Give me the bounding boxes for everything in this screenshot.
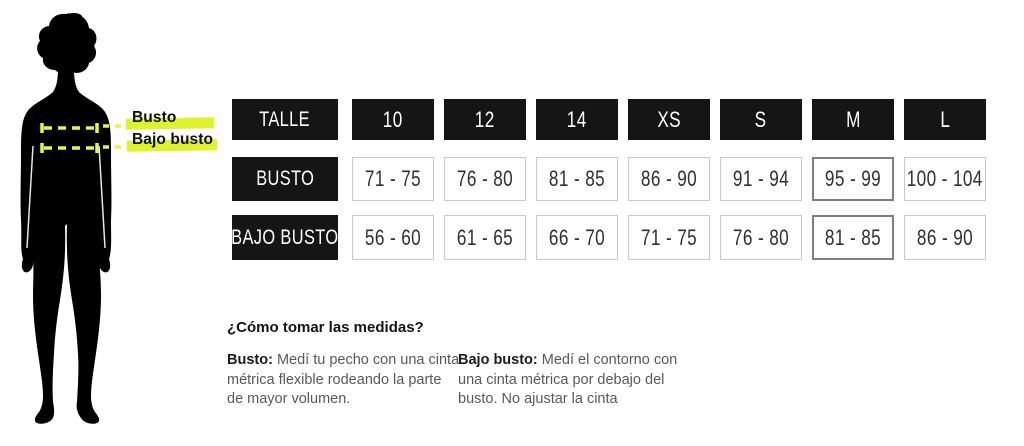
bust-value-xs: 86 - 90 [628,157,710,201]
bust-label: Busto [132,109,177,126]
underbust-value-s: 76 - 80 [720,215,802,260]
underbust-value-12: 61 - 65 [444,215,526,260]
underbust-value-m: 81 - 85 [812,215,894,260]
size-table-header-row: TALLE 10 12 14 XS S M L [232,99,986,140]
header-cell-size-m: M [812,99,894,140]
howto-underbust-paragraph: Bajo busto: Medí el contorno con una cin… [458,351,698,410]
header-cell-size-14: 14 [536,99,618,140]
howto-title: ¿Cómo tomar las medidas? [227,319,424,336]
bust-row: BUSTO 71 - 75 76 - 80 81 - 85 86 - 90 91… [232,157,986,201]
underbust-value-10: 56 - 60 [352,215,434,260]
howto-bust-lead: Busto: [227,352,273,368]
underbust-row: BAJO BUSTO 56 - 60 61 - 65 66 - 70 71 - … [231,215,986,260]
header-cell-talle: TALLE [232,99,338,140]
bust-value-10: 71 - 75 [352,157,434,201]
header-cell-size-l: L [904,99,986,140]
underbust-value-xs: 71 - 75 [628,215,710,260]
bust-value-l: 100 - 104 [904,157,986,201]
bust-value-m: 95 - 99 [812,157,894,201]
bust-value-s: 91 - 94 [720,157,802,201]
row-label-busto: BUSTO [232,157,338,201]
header-cell-size-12: 12 [444,99,526,140]
header-cell-size-s: S [720,99,802,140]
howto-underbust-lead: Bajo busto: [458,352,538,368]
underbust-label: Bajo busto [132,131,214,148]
howto-bust-paragraph: Busto: Medí tu pecho con una cinta métri… [227,351,467,410]
woman-silhouette-icon [20,13,132,424]
header-cell-size-10: 10 [352,99,434,140]
underbust-value-l: 86 - 90 [904,215,986,260]
row-label-bajo-busto: BAJO BUSTO [231,215,338,260]
bust-value-12: 76 - 80 [444,157,526,201]
underbust-value-14: 66 - 70 [536,215,618,260]
bust-value-14: 81 - 85 [536,157,618,201]
howto-underbust-text: Medí el contorno con una cinta métrica p… [458,352,678,407]
header-cell-size-xs: XS [628,99,710,140]
howto-bust-text: Medí tu pecho con una cinta métrica flex… [227,352,460,407]
